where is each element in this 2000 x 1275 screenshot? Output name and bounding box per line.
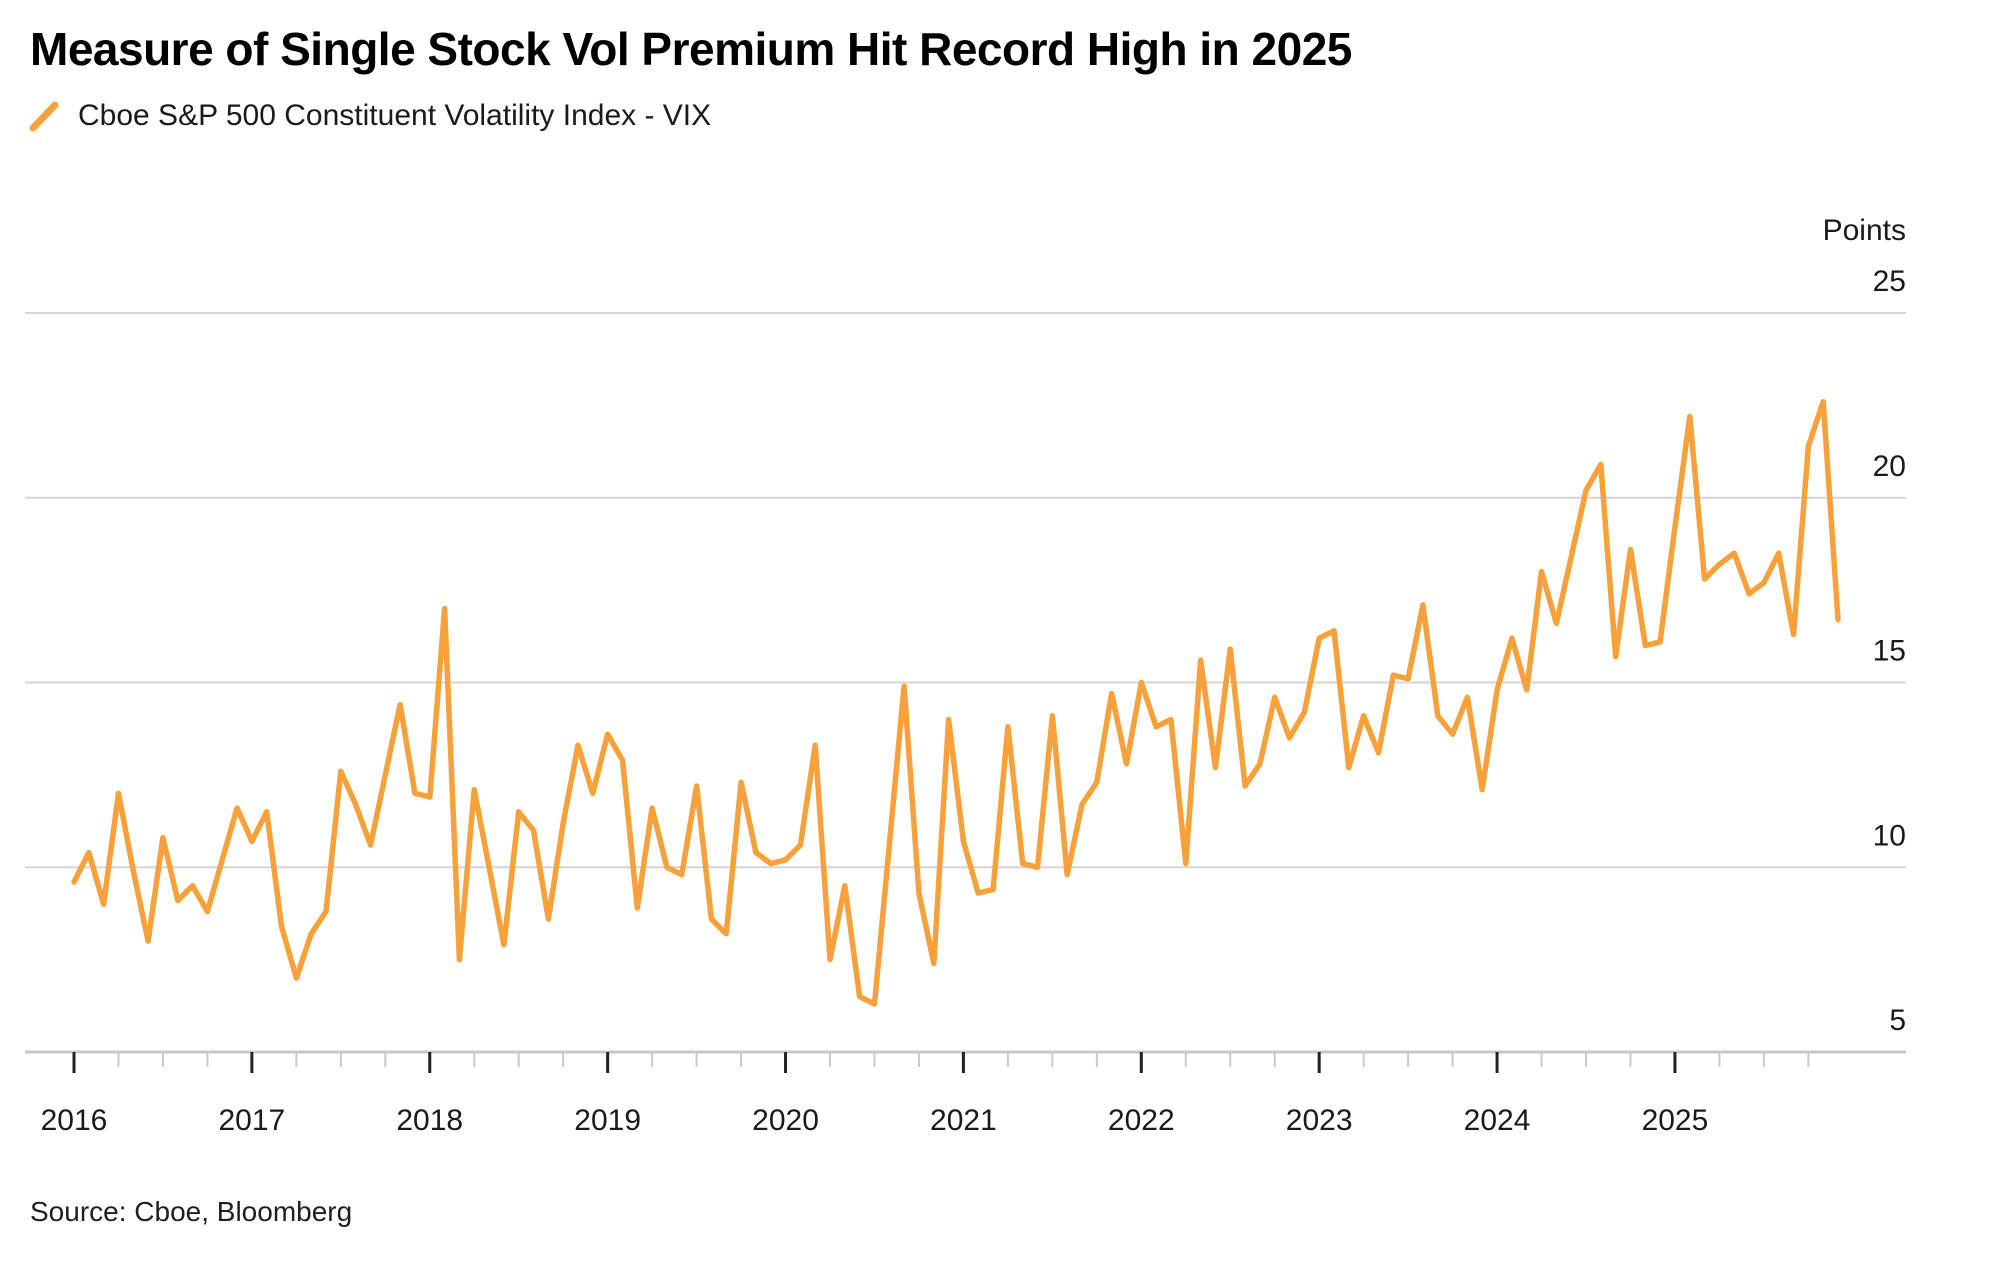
y-axis-tick-label: 5 bbox=[1889, 1004, 1906, 1037]
x-axis-tick-label: 2018 bbox=[396, 1104, 463, 1137]
source-note: Source: Cboe, Bloomberg bbox=[30, 1196, 353, 1227]
x-axis-tick-label: 2020 bbox=[752, 1104, 819, 1137]
x-axis-tick-label: 2022 bbox=[1108, 1104, 1175, 1137]
x-axis-tick-label: 2019 bbox=[574, 1104, 641, 1137]
legend-label: Cboe S&P 500 Constituent Volatility Inde… bbox=[78, 99, 712, 132]
x-axis-tick-label: 2024 bbox=[1464, 1104, 1531, 1137]
x-axis-tick-label: 2016 bbox=[41, 1104, 108, 1137]
x-axis-tick-label: 2025 bbox=[1642, 1104, 1709, 1137]
y-axis-title: Points bbox=[1823, 214, 1906, 247]
y-axis-tick-label: 10 bbox=[1873, 819, 1906, 852]
legend-slash-icon bbox=[28, 98, 62, 134]
x-axis-tick-label: 2017 bbox=[219, 1104, 286, 1137]
x-axis-tick-label: 2021 bbox=[930, 1104, 997, 1137]
chart-title: Measure of Single Stock Vol Premium Hit … bbox=[30, 23, 1352, 75]
x-axis-tick-label: 2023 bbox=[1286, 1104, 1353, 1137]
series-line bbox=[71, 398, 1841, 1007]
y-axis-tick-label: 20 bbox=[1873, 450, 1906, 483]
y-axis-tick-label: 15 bbox=[1873, 635, 1906, 668]
y-axis-tick-label: 25 bbox=[1873, 265, 1906, 298]
legend: Cboe S&P 500 Constituent Volatility Inde… bbox=[28, 96, 711, 136]
